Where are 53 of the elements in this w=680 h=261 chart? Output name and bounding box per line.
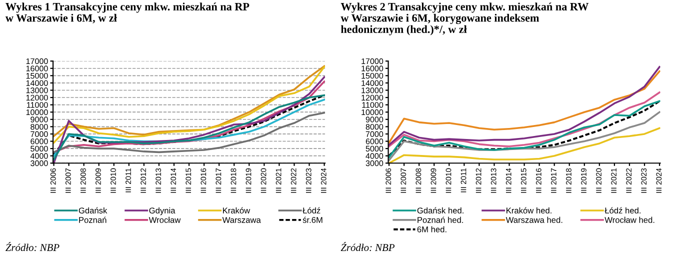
y-tick-label: 15000 bbox=[26, 72, 48, 79]
text: Źródło: NBP bbox=[6, 242, 60, 252]
y-tick-label: 12000 bbox=[26, 94, 48, 101]
legend-label: Gdynia bbox=[149, 207, 176, 216]
chart-title: Wykres 2 Transakcyjne ceny mkw. mieszkań na RW w Warszawie i 6M, korygowane indeksem hedonicznym (hed.)*/, w zł bbox=[340, 2, 588, 36]
line-series bbox=[388, 92, 660, 148]
y-tick-label: 3000 bbox=[366, 160, 384, 166]
y-tick-label: 13000 bbox=[362, 88, 384, 94]
y-tick-label: 14000 bbox=[26, 80, 48, 86]
y-tick-label: 13000 bbox=[26, 88, 48, 94]
line-series bbox=[53, 80, 326, 154]
y-tick-label: 9000 bbox=[30, 116, 48, 122]
y-tick-label: 12000 bbox=[362, 94, 384, 101]
y-tick-label: 11000 bbox=[362, 102, 384, 108]
legend-label: 6M hed. bbox=[417, 226, 446, 232]
legend-label: Kraków bbox=[223, 207, 250, 214]
y-tick-label: 5000 bbox=[30, 146, 48, 152]
legend-label: Warszawa bbox=[222, 217, 261, 223]
y-tick-label: 14000 bbox=[362, 80, 384, 86]
line-series bbox=[53, 112, 326, 154]
y-tick-label: 4000 bbox=[30, 153, 48, 159]
chart-title: Wykres 1 Transakcyjne ceny mkw. mieszkań na RP w Warszawie i 6M, w zł bbox=[5, 2, 250, 24]
y-tick-label: 15000 bbox=[362, 72, 384, 79]
y-tick-label: 17000 bbox=[26, 58, 48, 64]
y-tick-label: 17000 bbox=[362, 58, 384, 64]
y-tick-label: 8000 bbox=[30, 124, 48, 130]
legend-label: Gdańsk hed. bbox=[417, 207, 464, 214]
y-tick-label: 3000 bbox=[30, 160, 48, 166]
legend-label: Wrocław hed. bbox=[604, 216, 654, 223]
y-tick-label: 16000 bbox=[26, 66, 48, 72]
y-tick-label: 8000 bbox=[366, 124, 384, 130]
y-tick-label: 10000 bbox=[362, 109, 384, 116]
legend-label: Łódź bbox=[302, 207, 320, 214]
legend-label: Wrocław bbox=[148, 216, 181, 223]
y-tick-label: 7000 bbox=[366, 131, 384, 137]
y-tick-label: 5000 bbox=[366, 146, 384, 152]
legend-label: Łódź hed. bbox=[604, 207, 640, 214]
legend-label: Poznań bbox=[79, 216, 106, 223]
legend-label: Poznań hed. bbox=[418, 216, 463, 223]
y-tick-label: 6000 bbox=[30, 138, 48, 144]
legend-label: Gdańsk bbox=[78, 207, 108, 214]
line-series bbox=[388, 111, 660, 162]
legend-label: Warszawa hed. bbox=[506, 216, 562, 223]
legend-label: śr.6M bbox=[302, 216, 322, 223]
y-tick-label: 10000 bbox=[26, 109, 48, 116]
legend-label: Kraków hed. bbox=[506, 207, 552, 214]
y-tick-label: 7000 bbox=[30, 131, 48, 137]
y-tick-label: 4000 bbox=[366, 153, 384, 159]
y-tick-label: 11000 bbox=[26, 102, 48, 108]
y-tick-label: 16000 bbox=[362, 66, 384, 72]
y-tick-label: 9000 bbox=[366, 116, 384, 122]
text: Źródło: NBP bbox=[340, 242, 395, 252]
y-tick-label: 6000 bbox=[366, 138, 384, 144]
